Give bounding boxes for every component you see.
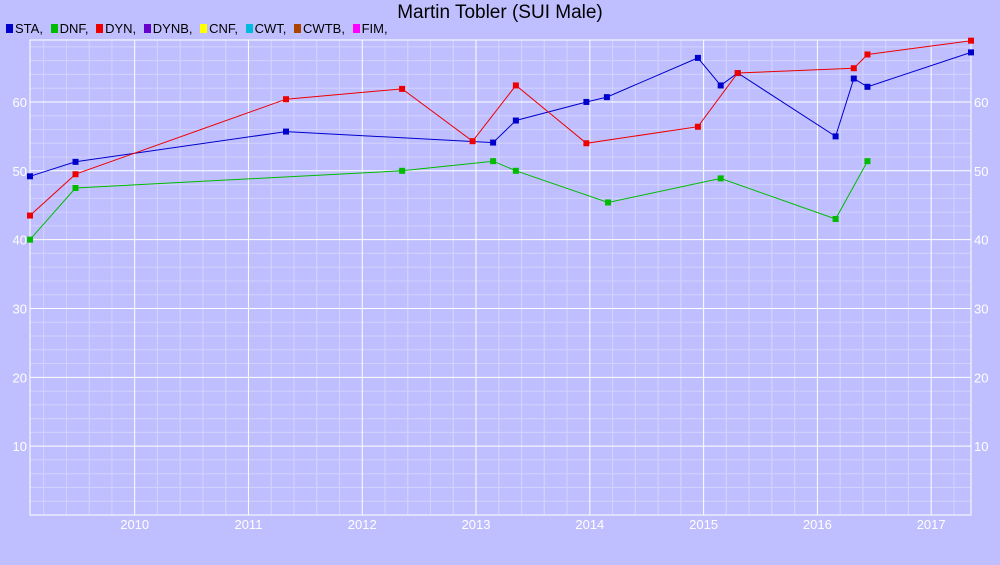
data-point-sta bbox=[850, 75, 857, 82]
legend-swatch bbox=[200, 24, 208, 33]
data-point-dnf bbox=[832, 215, 839, 222]
series-line-sta bbox=[29, 51, 972, 177]
legend-label: CWT, bbox=[254, 21, 287, 36]
data-point-sta bbox=[583, 98, 590, 105]
y-tick-label-left: 30 bbox=[13, 301, 27, 316]
data-point-dyn bbox=[968, 37, 974, 44]
data-point-dyn bbox=[864, 51, 871, 58]
legend-swatch bbox=[6, 24, 13, 33]
data-point-dnf bbox=[864, 158, 871, 165]
y-tick-label-right: 20 bbox=[974, 370, 988, 385]
data-point-sta bbox=[72, 158, 79, 165]
data-point-sta bbox=[603, 94, 610, 101]
y-tick-label-right: 30 bbox=[974, 301, 988, 316]
plot-border bbox=[29, 39, 972, 516]
y-tick-label-right: 50 bbox=[974, 164, 988, 179]
series-line-dnf bbox=[29, 160, 868, 240]
x-tick-label: 2012 bbox=[348, 517, 377, 532]
data-point-dnf bbox=[72, 185, 79, 192]
data-point-dyn bbox=[399, 85, 406, 92]
data-point-dyn bbox=[734, 70, 741, 77]
y-tick-label-right: 40 bbox=[974, 233, 988, 248]
x-tick-label: 2014 bbox=[575, 517, 604, 532]
data-point-dyn bbox=[850, 65, 857, 72]
legend-swatch bbox=[352, 24, 360, 33]
data-point-sta bbox=[283, 128, 290, 135]
data-point-dyn bbox=[283, 96, 290, 103]
data-point-dnf bbox=[399, 167, 406, 174]
chart-title: Martin Tobler (SUI Male) bbox=[397, 2, 603, 23]
legend-item-cwtb: CWTB, bbox=[294, 21, 345, 36]
y-tick-label-right: 60 bbox=[974, 95, 988, 110]
legend-label: DYN, bbox=[105, 21, 137, 36]
data-point-sta bbox=[27, 173, 33, 180]
legend-label: FIM, bbox=[361, 21, 388, 36]
x-tick-label: 2016 bbox=[803, 517, 832, 532]
legend-item-fim: FIM, bbox=[352, 21, 388, 36]
legend-item-sta: STA, bbox=[6, 21, 43, 36]
data-point-sta bbox=[968, 49, 974, 56]
data-point-dyn bbox=[512, 82, 519, 89]
legend-swatch bbox=[143, 24, 151, 33]
data-point-dyn bbox=[27, 212, 33, 219]
data-point-dyn bbox=[694, 123, 701, 130]
legend-item-dnf: DNF, bbox=[50, 21, 89, 36]
y-tick-label-left: 10 bbox=[13, 439, 27, 454]
y-tick-label-left: 40 bbox=[13, 233, 27, 248]
y-tick-label-left: 20 bbox=[13, 370, 27, 385]
x-tick-label: 2010 bbox=[120, 517, 149, 532]
data-point-sta bbox=[512, 117, 519, 124]
legend-swatch bbox=[50, 24, 58, 33]
legend-swatch bbox=[96, 24, 104, 33]
y-tick-label-left: 50 bbox=[13, 164, 27, 179]
data-point-sta bbox=[832, 133, 839, 140]
data-point-dnf bbox=[717, 175, 724, 182]
legend-label: DYNB, bbox=[152, 21, 193, 36]
data-point-dyn bbox=[583, 140, 590, 147]
legend: STA, DNF, DYN, DYNB, CNF, CWT, CWTB, FIM… bbox=[6, 21, 392, 36]
data-point-dnf bbox=[605, 199, 612, 206]
data-point-sta bbox=[490, 139, 497, 146]
x-tick-label: 2015 bbox=[689, 517, 718, 532]
series-line-dyn bbox=[29, 40, 972, 216]
x-tick-label: 2013 bbox=[462, 517, 491, 532]
legend-label: STA, bbox=[15, 21, 43, 36]
legend-label: CWTB, bbox=[303, 21, 345, 36]
data-point-sta bbox=[694, 54, 701, 61]
data-point-dnf bbox=[490, 158, 497, 165]
data-point-sta bbox=[717, 82, 724, 89]
legend-item-dynb: DYNB, bbox=[143, 21, 193, 36]
y-tick-label-right: 10 bbox=[974, 439, 988, 454]
data-point-dnf bbox=[27, 236, 33, 243]
legend-swatch bbox=[245, 24, 253, 33]
legend-label: DNF, bbox=[59, 21, 89, 36]
legend-label: CNF, bbox=[209, 21, 239, 36]
legend-swatch bbox=[294, 24, 302, 33]
data-point-dyn bbox=[72, 171, 79, 178]
legend-item-dyn: DYN, bbox=[96, 21, 136, 36]
data-point-sta bbox=[864, 83, 871, 90]
legend-item-cwt: CWT, bbox=[245, 21, 287, 36]
data-point-dnf bbox=[512, 167, 519, 174]
legend-item-cnf: CNF, bbox=[200, 21, 238, 36]
x-tick-label: 2011 bbox=[234, 517, 262, 532]
y-tick-label-left: 60 bbox=[13, 95, 27, 110]
data-point-dyn bbox=[469, 138, 476, 145]
x-tick-label: 2017 bbox=[917, 517, 946, 532]
